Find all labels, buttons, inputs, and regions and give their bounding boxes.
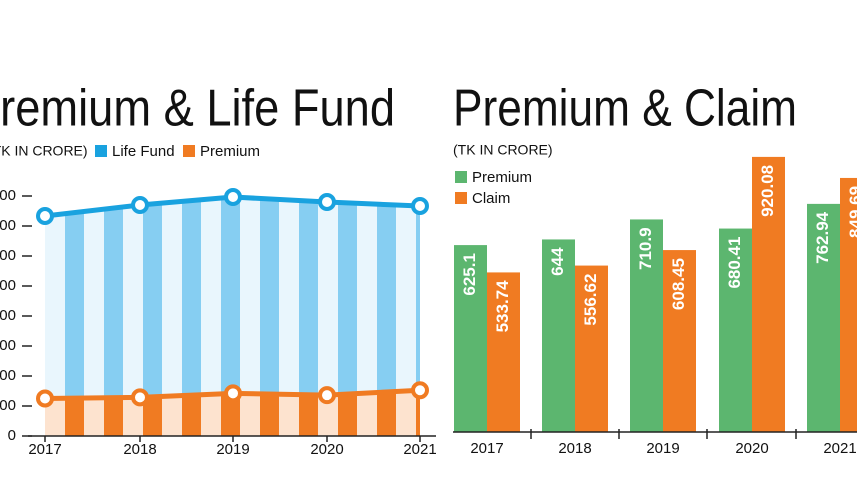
x-tick-label: 2021 — [403, 441, 436, 458]
value-label: 556.62 — [581, 274, 600, 326]
point — [36, 389, 54, 408]
legend-label: Premium — [200, 143, 260, 160]
y-tick-label: 1000 — [0, 367, 16, 384]
bar — [752, 156, 785, 433]
point — [131, 388, 149, 407]
bar — [575, 265, 608, 432]
bar — [542, 239, 575, 432]
bar — [807, 203, 840, 432]
y-tick-label: 2500 — [0, 277, 16, 294]
bar — [487, 272, 520, 432]
y-tick-label: 4000 — [0, 187, 16, 204]
point — [36, 206, 54, 225]
bar — [663, 250, 696, 432]
value-label: 608.45 — [669, 258, 688, 310]
value-label: 762.94 — [813, 211, 832, 264]
bar — [630, 219, 663, 432]
point — [224, 188, 242, 207]
chart-title: Premium & Life Fund — [0, 80, 395, 138]
value-label: 625.1 — [460, 253, 479, 296]
value-label: 920.08 — [758, 165, 777, 217]
y-tick-label: 2000 — [0, 307, 16, 324]
point — [318, 386, 336, 405]
x-tick-label: 2020 — [310, 441, 343, 458]
bar — [719, 228, 752, 432]
value-label: 644 — [548, 247, 567, 276]
y-tick-label: 3000 — [0, 247, 16, 264]
bar-chart: Premium & Claim (TK IN CRORE) Premium 625.1… — [453, 80, 857, 457]
legend-swatch — [455, 171, 467, 183]
value-label: 710.9 — [636, 227, 655, 270]
value-label: 533.74 — [493, 280, 512, 333]
x-tick-label: 2021 — [823, 440, 856, 457]
area — [45, 197, 420, 436]
legend-label: Life Fund — [112, 143, 175, 160]
x-tick-label: 2019 — [646, 440, 679, 457]
point — [318, 193, 336, 211]
y-tick-label: 3500 — [0, 217, 16, 234]
legend-swatch — [183, 145, 195, 157]
point — [411, 381, 429, 400]
value-label: 680.41 — [725, 237, 744, 289]
legend-swatch — [455, 192, 467, 204]
x-tick-label: 2017 — [470, 440, 503, 457]
x-tick-label: 2017 — [28, 441, 61, 458]
y-tick-label: 0 — [8, 427, 16, 444]
line-chart: Premium & Life Fund (TK IN CRORE) Life Fun… — [0, 80, 437, 458]
bar — [840, 177, 857, 432]
legend-label: Premium — [472, 169, 532, 186]
y-tick-label: 1500 — [0, 337, 16, 354]
point — [411, 197, 429, 216]
legend-swatch — [95, 145, 107, 157]
y-tick-label: 500 — [0, 397, 16, 414]
subtitle: (TK IN CRORE) — [453, 142, 553, 158]
bar — [454, 245, 487, 432]
point — [224, 384, 242, 403]
x-tick-label: 2019 — [216, 441, 249, 458]
point — [131, 196, 149, 214]
x-tick-label: 2020 — [735, 440, 768, 457]
value-label: 849.69 — [846, 186, 857, 238]
subtitle: (TK IN CRORE) — [0, 143, 88, 159]
x-tick-label: 2018 — [123, 441, 156, 458]
legend-label: Claim — [472, 190, 510, 207]
chart-title: Premium & Claim — [453, 80, 797, 138]
x-tick-label: 2018 — [558, 440, 591, 457]
